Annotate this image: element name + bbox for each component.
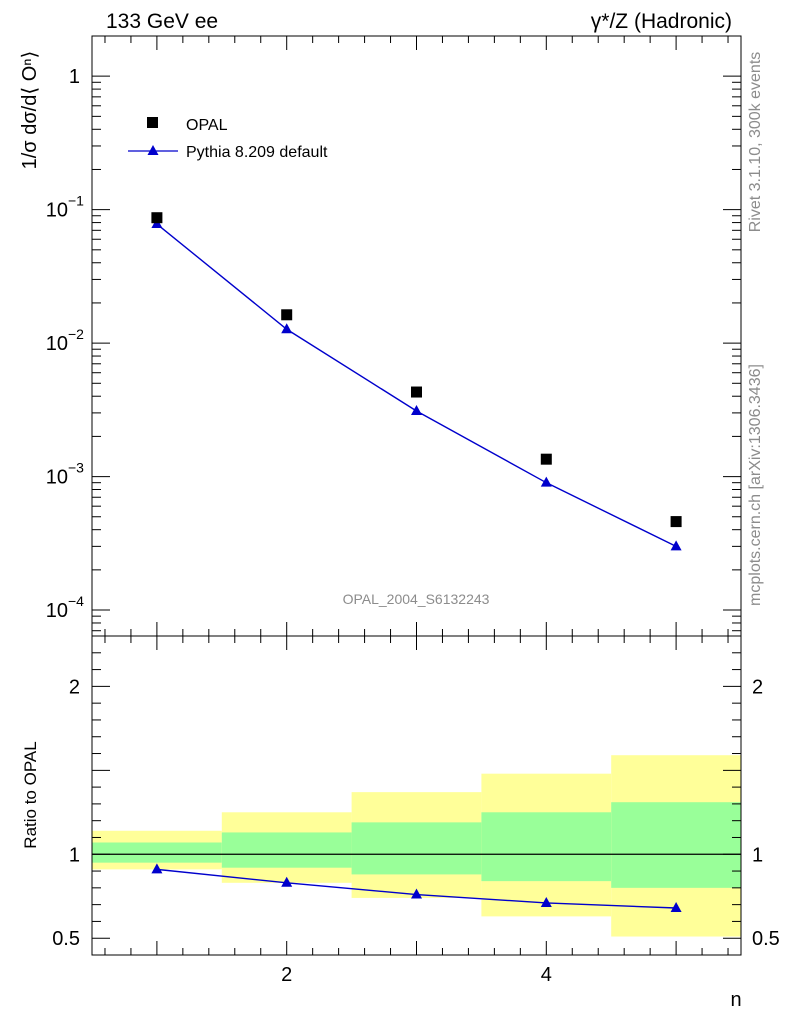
ratio-pythia-point: [411, 888, 422, 899]
opal-point: [411, 386, 422, 398]
stat-uncertainty-band: [221, 832, 352, 868]
ratio-y-tick-label: 1: [69, 844, 80, 866]
y-tick-label: 10: [46, 200, 68, 222]
legend-opal-marker: [147, 117, 158, 128]
y-tick-label: 10: [46, 600, 68, 622]
pythia-point: [670, 540, 682, 551]
pythia-line: [156, 223, 677, 547]
y-tick-exponent: −4: [68, 593, 84, 609]
ratio-y-tick-label-right: 0.5: [752, 928, 780, 950]
rivet-version-label: Rivet 3.1.10, 300k events: [747, 52, 764, 233]
opal-point: [540, 453, 552, 465]
ratio-y-axis-title: Ratio to OPAL: [21, 741, 40, 848]
legend-opal-label: OPAL: [186, 117, 228, 134]
ratio-frame: [91, 635, 742, 956]
x-tick-label: 2: [281, 964, 292, 986]
analysis-watermark: OPAL_2004_S6132243: [343, 591, 490, 607]
ratio-pythia-point: [540, 896, 552, 907]
pythia-point: [281, 323, 293, 334]
opal-point: [281, 309, 293, 321]
ratio-y-tick-label: 2: [69, 676, 80, 698]
mcplots-source-label: mcplots.cern.ch [arXiv:1306.3436]: [747, 364, 764, 606]
y-tick-label: 10: [46, 333, 68, 355]
ratio-pythia-point: [151, 863, 163, 874]
main-y-axis-title: 1/σ dσ/d⟨ Oⁿ⟩: [19, 51, 41, 170]
x-tick-label: 4: [541, 964, 552, 986]
y-tick-label: 1: [69, 66, 80, 88]
opal-point: [151, 212, 163, 224]
opal-point: [670, 516, 682, 528]
legend: OPAL Pythia 8.209 default: [128, 117, 328, 161]
ratio-pythia-point: [281, 876, 293, 887]
stat-uncertainty-band: [481, 812, 612, 882]
y-tick-exponent: −1: [68, 193, 84, 209]
legend-pythia-label: Pythia 8.209 default: [186, 144, 328, 161]
stat-uncertainty-band: [611, 802, 741, 888]
ratio-y-tick-label-right: 2: [752, 676, 763, 698]
pythia-point: [411, 404, 422, 415]
stat-uncertainty-band: [92, 842, 222, 863]
pythia-point: [540, 476, 552, 487]
y-tick-exponent: −2: [68, 326, 84, 342]
x-axis-title: n: [730, 989, 741, 1011]
header-energy-label: 133 GeV ee: [106, 10, 218, 33]
header-process-label: γ*/Z (Hadronic): [591, 10, 732, 33]
ratio-y-tick-label: 0.5: [52, 928, 80, 950]
y-tick-exponent: −3: [68, 460, 84, 476]
ratio-uncertainty-bands: [92, 755, 741, 937]
ratio-y-tick-label-right: 1: [752, 844, 763, 866]
y-tick-label: 10: [46, 467, 68, 489]
ratio-pythia-point: [670, 901, 682, 912]
main-panel: 110−110−210−310−4: [46, 35, 742, 955]
legend-pythia-marker: [147, 145, 159, 155]
stat-uncertainty-band: [351, 822, 482, 875]
ratio-panel: 2 4 0.5 0.5 1 1 2 2: [52, 635, 780, 986]
